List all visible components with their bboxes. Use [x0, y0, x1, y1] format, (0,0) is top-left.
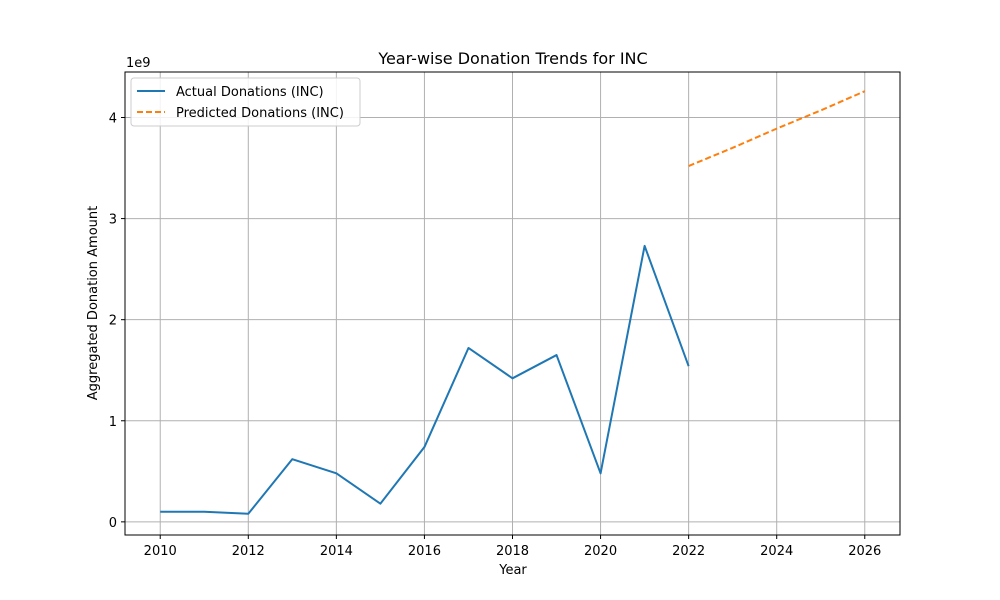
- series-layer: [160, 90, 866, 515]
- x-tick-label: 2024: [760, 544, 793, 559]
- x-tick-label: 2014: [320, 544, 353, 559]
- x-tick-label: 2018: [496, 544, 529, 559]
- y-tick-label: 4: [109, 111, 117, 126]
- chart-title: Year-wise Donation Trends for INC: [377, 49, 647, 68]
- x-tick-label: 2022: [672, 544, 705, 559]
- x-tick-label: 2012: [232, 544, 265, 559]
- tick-layer: 2010 2012 2014 2016 2018 2020 2022 2024 2026 0 1 2 3…: [109, 111, 882, 559]
- legend: Actual Donations (INC) Predicted Donatio…: [130, 77, 361, 127]
- series-actual: [160, 244, 690, 515]
- series-line: [688, 90, 866, 167]
- y-tick-label: 0: [109, 516, 117, 531]
- series-line: [160, 244, 690, 515]
- y-axis-title: Aggregated Donation Amount: [86, 206, 101, 400]
- x-tick-label: 2020: [584, 544, 617, 559]
- y-tick-label: 2: [109, 314, 117, 329]
- x-tick-label: 2010: [144, 544, 177, 559]
- legend-label-actual: Actual Donations (INC): [176, 85, 324, 100]
- y-tick-label: 3: [109, 213, 117, 228]
- x-tick-label: 2016: [408, 544, 441, 559]
- series-predicted: [688, 90, 866, 167]
- grid-layer: [125, 72, 900, 535]
- x-axis-title: Year: [498, 563, 527, 578]
- legend-label-predicted: Predicted Donations (INC): [176, 106, 344, 121]
- legend-box: [130, 77, 361, 127]
- x-tick-label: 2026: [848, 544, 881, 559]
- y-tick-label: 1: [109, 415, 117, 430]
- y-axis-offset-label: 1e9: [126, 56, 151, 71]
